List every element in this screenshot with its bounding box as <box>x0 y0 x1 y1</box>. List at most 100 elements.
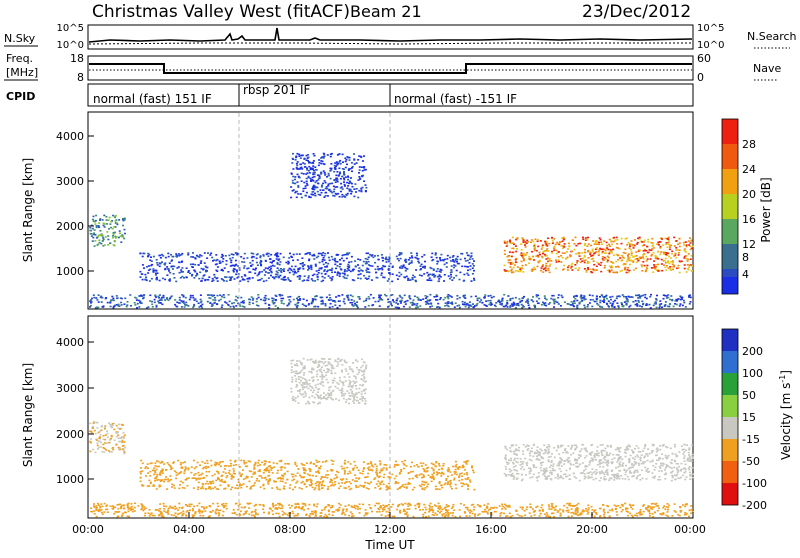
echo-pixel <box>522 265 524 267</box>
echo-pixel <box>315 471 317 473</box>
echo-pixel <box>440 473 442 475</box>
echo-pixel <box>425 509 427 511</box>
echo-pixel <box>394 478 396 480</box>
echo-pixel <box>156 479 158 481</box>
echo-pixel <box>397 258 399 260</box>
echo-pixel <box>268 471 270 473</box>
echo-pixel <box>298 154 300 156</box>
echo-pixel <box>342 168 344 170</box>
echo-pixel <box>592 251 594 253</box>
echo-pixel <box>270 271 272 273</box>
echo-pixel <box>411 262 413 264</box>
echo-pixel <box>280 261 282 263</box>
echo-pixel <box>665 301 667 303</box>
echo-pixel <box>287 471 289 473</box>
echo-pixel <box>612 249 614 251</box>
echo-pixel <box>669 303 671 305</box>
echo-pixel <box>447 294 449 296</box>
echo-pixel <box>198 510 200 512</box>
echo-pixel <box>655 298 657 300</box>
echo-pixel <box>592 240 594 242</box>
echo-pixel <box>377 266 379 268</box>
echo-pixel <box>598 251 600 253</box>
echo-pixel <box>268 255 270 257</box>
echo-pixel <box>175 253 177 255</box>
echo-pixel <box>225 264 227 266</box>
echo-pixel <box>616 254 618 256</box>
echo-pixel <box>616 247 618 249</box>
echo-pixel <box>540 507 542 509</box>
echo-pixel <box>193 506 195 508</box>
echo-pixel <box>400 274 402 276</box>
echo-pixel <box>450 276 452 278</box>
echo-pixel <box>689 303 691 305</box>
echo-pixel <box>370 481 372 483</box>
echo-pixel <box>447 476 449 478</box>
echo-pixel <box>100 234 102 236</box>
echo-pixel <box>591 259 593 261</box>
echo-pixel <box>473 270 475 272</box>
echo-pixel <box>639 237 641 239</box>
echo-pixel <box>120 508 122 510</box>
echo-pixel <box>316 187 318 189</box>
echo-pixel <box>513 248 515 250</box>
echo-pixel <box>444 305 446 307</box>
echo-pixel <box>351 506 353 508</box>
echo-pixel <box>262 504 264 506</box>
echo-pixel <box>199 515 201 517</box>
echo-pixel <box>323 196 325 198</box>
echo-pixel <box>680 510 682 512</box>
echo-pixel <box>94 223 96 225</box>
echo-pixel <box>98 222 100 224</box>
echo-pixel <box>613 254 615 256</box>
echo-pixel <box>437 488 439 490</box>
echo-pixel <box>439 512 441 514</box>
echo-pixel <box>314 195 316 197</box>
echo-pixel <box>523 239 525 241</box>
echo-pixel <box>288 257 290 259</box>
echo-pixel <box>336 477 338 479</box>
echo-pixel <box>661 259 663 261</box>
echo-pixel <box>308 275 310 277</box>
echo-pixel <box>162 255 164 257</box>
echo-pixel <box>169 278 171 280</box>
echo-pixel <box>217 488 219 490</box>
echo-pixel <box>350 271 352 273</box>
echo-pixel <box>316 465 318 467</box>
echo-pixel <box>192 516 194 518</box>
echo-pixel <box>202 484 204 486</box>
echo-pixel <box>104 442 106 444</box>
echo-pixel <box>388 269 390 271</box>
echo-pixel <box>279 295 281 297</box>
echo-pixel <box>649 515 651 517</box>
echo-pixel <box>342 509 344 511</box>
echo-pixel <box>439 482 441 484</box>
echo-pixel <box>158 255 160 257</box>
echo-pixel <box>675 299 677 301</box>
echo-pixel <box>415 508 417 510</box>
echo-pixel <box>282 514 284 516</box>
echo-pixel <box>92 228 94 230</box>
echo-pixel <box>325 195 327 197</box>
echo-pixel <box>296 307 298 309</box>
echo-pixel <box>542 253 544 255</box>
echo-pixel <box>110 300 112 302</box>
echo-pixel <box>257 264 259 266</box>
echo-pixel <box>105 236 107 238</box>
echo-pixel <box>166 297 168 299</box>
echo-pixel <box>233 271 235 273</box>
echo-pixel <box>459 279 461 281</box>
echo-pixel <box>104 244 106 246</box>
echo-pixel <box>379 476 381 478</box>
echo-pixel <box>565 258 567 260</box>
echo-pixel <box>317 183 319 185</box>
echo-pixel <box>260 255 262 257</box>
echo-pixel <box>379 472 381 474</box>
echo-pixel <box>368 298 370 300</box>
echo-pixel <box>147 272 149 274</box>
echo-pixel <box>245 512 247 514</box>
echo-pixel <box>307 474 309 476</box>
echo-pixel <box>642 245 644 247</box>
echo-pixel <box>342 161 344 163</box>
echo-pixel <box>537 239 539 241</box>
